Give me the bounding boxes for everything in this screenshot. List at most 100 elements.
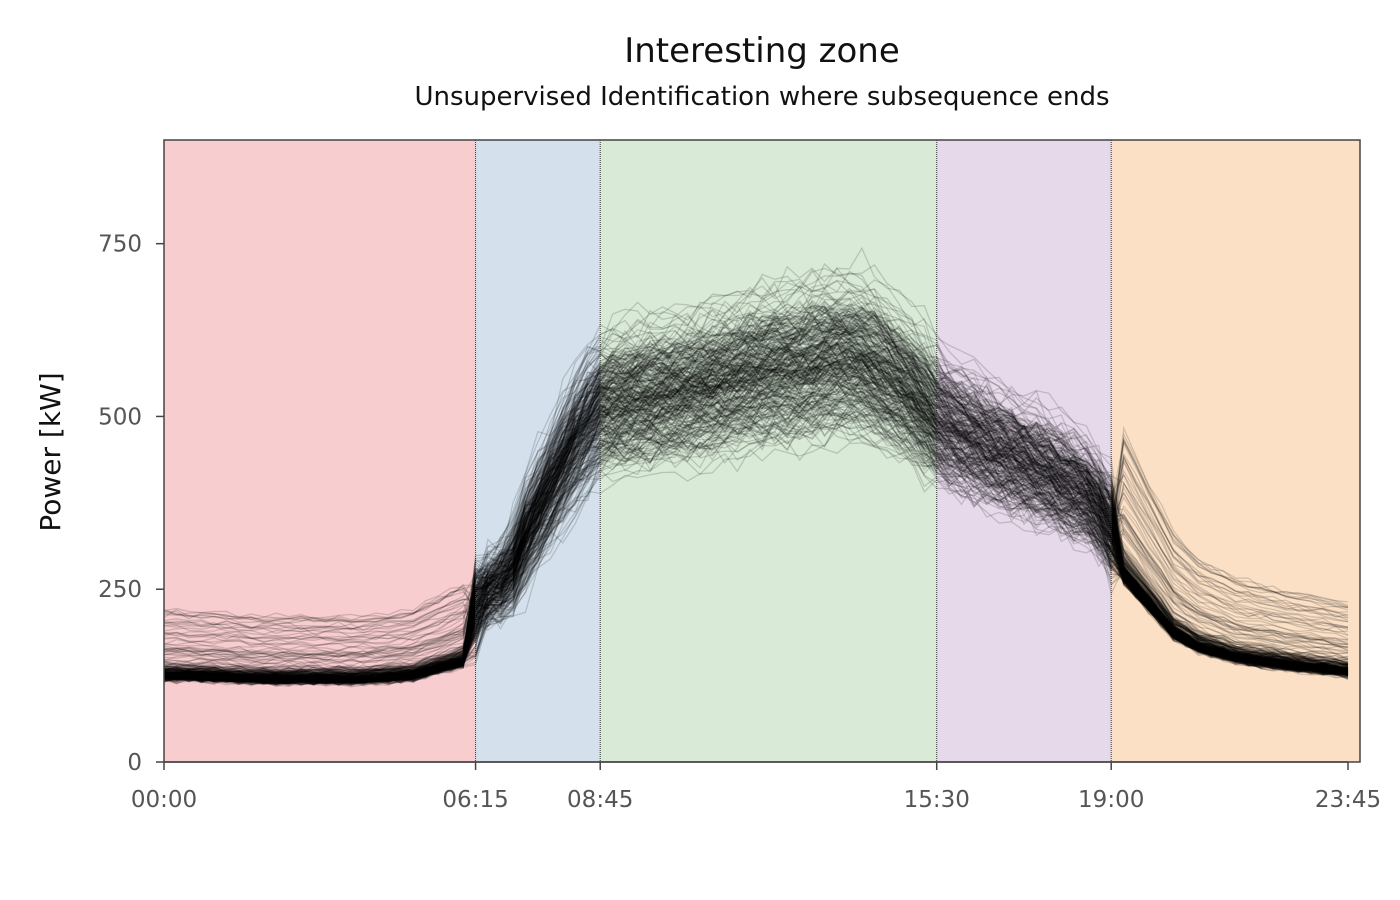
series-line (163, 299, 1349, 684)
series-line (163, 325, 1349, 675)
series-line (163, 348, 1349, 685)
series-line (163, 344, 1349, 682)
series-line (163, 357, 1349, 675)
series-line (163, 364, 1349, 681)
series-line (163, 386, 1349, 673)
series-line (163, 423, 1349, 682)
series-line (163, 307, 1349, 684)
series-line (163, 347, 1349, 677)
series-line (163, 324, 1349, 686)
series-line (163, 392, 1349, 681)
series-line (163, 305, 1349, 682)
series-line (163, 395, 1349, 683)
series-line (164, 341, 1349, 682)
series-line (163, 365, 1349, 681)
series-line (163, 403, 1349, 685)
x-axis: 00:00 06:15 08:45 15:30 19:00 23:45 (131, 761, 1381, 813)
series-line (163, 333, 1349, 684)
series-line (163, 337, 1349, 682)
series-line (163, 378, 1349, 684)
series-line (163, 401, 1349, 683)
series-line (163, 377, 1349, 673)
series-line (163, 412, 1349, 681)
series-line (163, 290, 1349, 682)
series-line (163, 419, 1349, 683)
series-line (163, 355, 1349, 683)
series-line (163, 300, 1349, 681)
series-line (163, 330, 1349, 680)
series-line (163, 364, 1349, 683)
series-line (163, 310, 1349, 686)
series-line (163, 367, 1349, 684)
series-line (163, 354, 1349, 643)
series-line (163, 423, 1349, 685)
series-line (164, 343, 1349, 677)
series-line (163, 365, 1349, 685)
series-line (163, 374, 1349, 684)
series-line (163, 375, 1349, 681)
y-axis: 0 250 500 750 (98, 232, 164, 776)
series-line (163, 324, 1349, 683)
series-line (163, 339, 1349, 683)
series-line (163, 348, 1349, 683)
series-line (163, 312, 1349, 688)
series-line (163, 399, 1349, 676)
series-line (163, 371, 1349, 686)
series-line (163, 340, 1349, 682)
series-line (163, 394, 1349, 681)
series-line (163, 346, 1349, 670)
y-tick-label: 500 (98, 404, 142, 430)
series-line (163, 420, 1348, 682)
series-line (163, 361, 1349, 631)
series-line (163, 349, 1349, 681)
series-line (163, 311, 1349, 684)
series-line (163, 406, 1349, 681)
series-line (163, 379, 1349, 680)
series-line (163, 412, 1349, 678)
series-line (163, 311, 1349, 678)
series-line (163, 368, 1349, 677)
zone-2 (600, 140, 937, 762)
series-line (163, 380, 1349, 677)
series-line (163, 316, 1349, 679)
series-line (163, 358, 1349, 675)
chart-subtitle: Unsupervised Identification where subseq… (414, 82, 1109, 112)
series-line (163, 262, 1348, 684)
series-line (163, 369, 1349, 677)
series-line (163, 329, 1349, 635)
series-line (163, 324, 1349, 684)
series-line (163, 345, 1349, 653)
series-line (163, 353, 1349, 684)
series-line (163, 395, 1349, 684)
series-line (163, 325, 1349, 686)
series-line (163, 388, 1349, 681)
series-line (163, 381, 1349, 686)
series-line (163, 350, 1349, 686)
series-line (163, 353, 1349, 635)
series-line (163, 412, 1349, 681)
series-line (163, 334, 1349, 684)
series-line (163, 406, 1349, 672)
series-line (164, 345, 1349, 649)
series-line (163, 391, 1349, 684)
series-line (163, 352, 1349, 675)
series-line (163, 378, 1349, 680)
series-line (163, 402, 1349, 681)
series-line (163, 393, 1349, 671)
series-line (163, 302, 1349, 680)
zone-3 (936, 140, 1112, 762)
series-line (163, 363, 1349, 686)
series-line (163, 300, 1349, 676)
series-line (163, 301, 1349, 663)
series-line (163, 320, 1349, 682)
series-line (163, 324, 1349, 686)
series-line (163, 335, 1349, 683)
series-line (163, 372, 1349, 685)
series-line (163, 358, 1349, 684)
series-line (163, 378, 1349, 687)
series-line (163, 315, 1349, 682)
series-line (163, 369, 1349, 685)
series-line (163, 414, 1349, 683)
series-line (163, 368, 1349, 684)
